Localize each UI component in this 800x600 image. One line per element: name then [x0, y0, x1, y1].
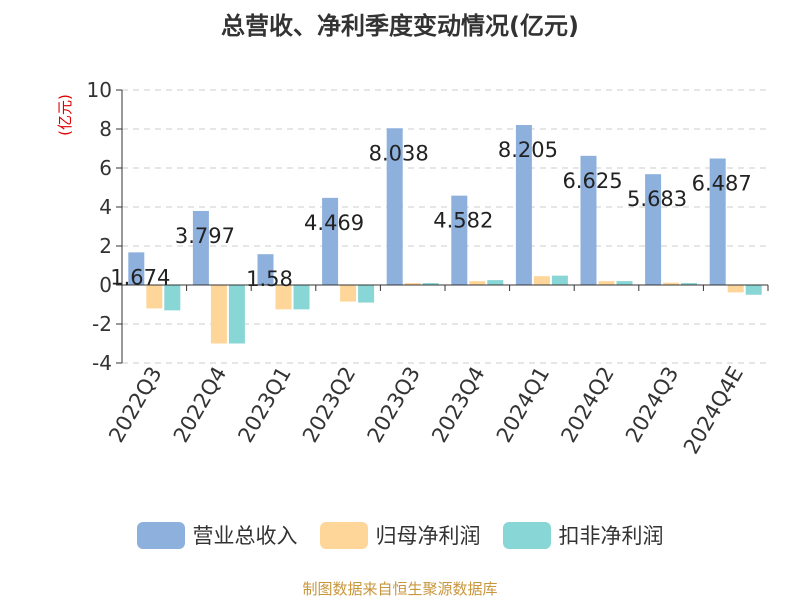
bar-2024Q3-s1[interactable]: [663, 282, 680, 285]
y-tick-label: 2: [99, 234, 112, 258]
bar-2023Q3-s0[interactable]: [386, 128, 403, 285]
bar-2023Q3-s1[interactable]: [404, 283, 421, 285]
bar-2024Q1-s2[interactable]: [551, 275, 568, 285]
y-tick-label: -4: [92, 351, 112, 375]
y-tick-label: 6: [99, 156, 112, 180]
y-tick-label: 0: [99, 273, 112, 297]
bar-2023Q4-s2[interactable]: [487, 280, 504, 285]
data-label: 1.674: [110, 265, 170, 289]
legend-label-net-profit: 归母净利润: [375, 524, 481, 548]
x-tick-label: 2024Q3: [621, 363, 683, 447]
data-label: 4.469: [304, 211, 364, 235]
bar-2024Q3-s0[interactable]: [645, 174, 662, 285]
data-label: 8.038: [369, 141, 429, 165]
y-tick-label: 8: [99, 117, 112, 141]
bar-2023Q2-s2[interactable]: [358, 285, 375, 303]
grid-layer: [122, 89, 768, 364]
bar-2023Q4-s1[interactable]: [469, 281, 486, 285]
bar-2024Q2-s2[interactable]: [616, 281, 633, 285]
chart-legend: 营业总收入 归母净利润 扣非净利润: [0, 518, 800, 552]
chart-title: 总营收、净利季度变动情况(亿元): [221, 12, 579, 40]
bar-2024Q4E-s2[interactable]: [745, 285, 762, 295]
bar-2024Q3-s2[interactable]: [681, 283, 698, 285]
data-label: 5.683: [627, 187, 687, 211]
data-label: 1.58: [246, 267, 293, 291]
bar-2022Q4-s0[interactable]: [192, 210, 209, 285]
bar-2022Q3-s1[interactable]: [146, 285, 163, 309]
bar-2023Q3-s2[interactable]: [422, 283, 439, 285]
bar-2024Q4E-s1[interactable]: [727, 285, 744, 293]
y-axis-label: (亿元): [56, 94, 74, 136]
data-label: 4.582: [433, 209, 493, 233]
bar-2023Q1-s2[interactable]: [293, 285, 310, 310]
y-tick-label: 4: [99, 195, 112, 219]
bar-2024Q2-s0[interactable]: [580, 155, 597, 285]
x-tick-label: 2023Q1: [233, 363, 295, 447]
bar-2023Q2-s0[interactable]: [322, 197, 339, 285]
bar-2022Q4-s2[interactable]: [228, 285, 245, 344]
data-label: 8.205: [498, 138, 558, 162]
legend-swatch-net-profit: [319, 521, 368, 549]
x-tick-label: 2024Q1: [492, 363, 554, 447]
bar-2024Q1-s1[interactable]: [533, 276, 550, 285]
y-tick-label: 10: [87, 78, 112, 102]
data-label: 6.625: [562, 169, 622, 193]
bar-2022Q3-s0[interactable]: [128, 252, 145, 285]
x-tick-label: 2022Q3: [104, 363, 166, 447]
x-tick-label: 2023Q4: [427, 363, 489, 447]
x-tick-label: 2023Q3: [363, 363, 425, 447]
legend-label-deducted-profit: 扣非净利润: [558, 524, 664, 548]
x-tick-label: 2024Q2: [556, 363, 618, 447]
legend-item-revenue[interactable]: 营业总收入: [136, 520, 298, 550]
x-tick-label: 2024Q4E: [679, 363, 748, 459]
x-tick-label: 2023Q2: [298, 363, 360, 447]
legend-item-net-profit[interactable]: 归母净利润: [319, 520, 481, 550]
bar-layer: [128, 125, 762, 344]
legend-label-revenue: 营业总收入: [192, 524, 298, 548]
source-note: 制图数据来自恒生聚源数据库: [302, 580, 498, 598]
bar-2023Q4-s0[interactable]: [451, 195, 468, 285]
data-label: 3.797: [175, 224, 235, 248]
x-tick-label: 2022Q4: [169, 363, 231, 447]
legend-swatch-revenue: [136, 521, 185, 549]
bar-2024Q4E-s0[interactable]: [709, 158, 726, 285]
legend-swatch-deducted-profit: [502, 521, 551, 549]
bar-2022Q3-s2[interactable]: [164, 285, 181, 311]
legend-item-deducted-profit[interactable]: 扣非净利润: [502, 520, 664, 550]
bar-2023Q2-s1[interactable]: [340, 285, 357, 302]
bar-2024Q2-s1[interactable]: [598, 281, 615, 285]
y-tick-label: -2: [92, 312, 112, 336]
bar-2022Q4-s1[interactable]: [210, 285, 227, 344]
bar-2023Q1-s1[interactable]: [275, 285, 292, 310]
data-label: 6.487: [692, 172, 752, 196]
bar-2023Q1-s0[interactable]: [257, 254, 274, 285]
bar-2024Q1-s0[interactable]: [515, 125, 532, 285]
